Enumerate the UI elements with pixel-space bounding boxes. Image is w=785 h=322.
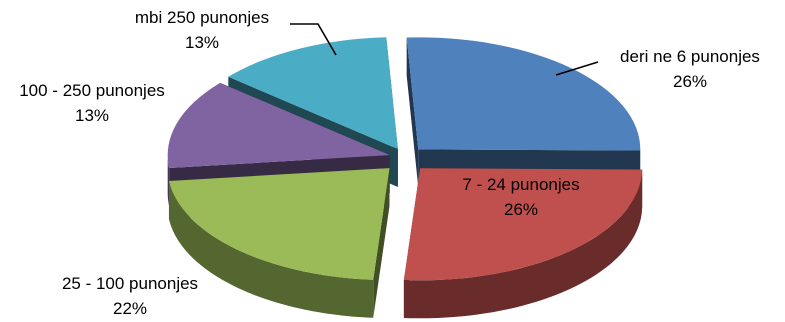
slice-label-25-100-punonjes: 25 - 100 punonjes [62,274,198,293]
slice-label-100-250-punonjes: 100 - 250 punonjes [19,81,165,100]
leader-line-deri-ne-6-punonjes [555,61,599,76]
leader-lines [290,23,599,76]
slice-labels: deri ne 6 punonjes 26% 7 - 24 punonjes 26% 2… [19,8,760,318]
slice-percent-7-24-punonjes: 26% [504,200,538,219]
slice-25-100-punonjes [168,168,390,280]
slice-deri-ne-6-punonjes [406,37,641,151]
slice-tops [167,37,643,281]
slice-percent-100-250-punonjes: 13% [75,106,109,125]
slice-percent-mbi-250-punonjes: 13% [185,33,219,52]
slice-label-mbi-250-punonjes: mbi 250 punonjes [135,8,269,27]
slice-side-7-24-punonjes [403,169,643,319]
slice-mbi-250-punonjes [228,37,398,150]
slice-side-100-250-punonjes [167,154,170,206]
slice-percent-deri-ne-6-punonjes: 26% [673,72,707,91]
leader-line-mbi-250-punonjes [290,23,337,56]
slice-100-250-punonjes [167,82,390,168]
slice-wall-deri-ne-6-punonjes-start [406,37,419,188]
slice-label-7-24-punonjes: 7 - 24 punonjes [462,175,579,194]
slice-side-25-100-punonjes [168,180,374,318]
slice-percent-25-100-punonjes: 22% [113,299,147,318]
slice-7-24-punonjes [403,168,643,281]
slice-label-deri-ne-6-punonjes: deri ne 6 punonjes [620,47,760,66]
